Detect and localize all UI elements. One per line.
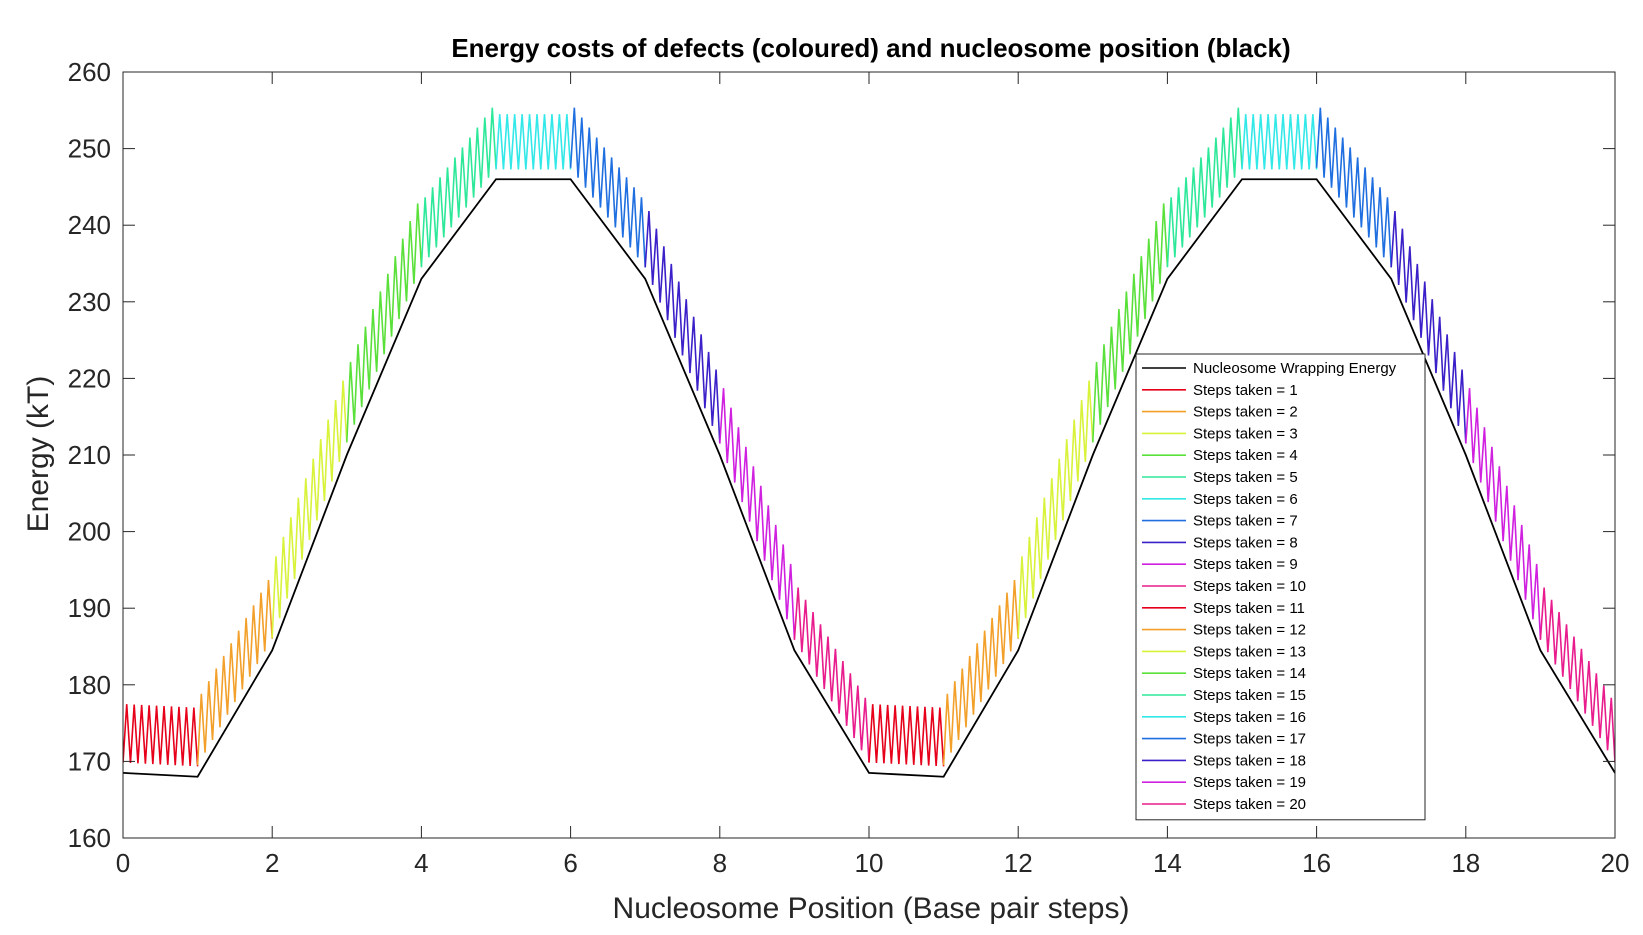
series-group <box>123 107 1615 778</box>
y-tick-label: 200 <box>68 517 111 547</box>
legend-label: Steps taken = 18 <box>1193 752 1306 769</box>
legend-entry: Steps taken = 2 <box>1142 404 1298 421</box>
legend-label: Steps taken = 15 <box>1193 687 1306 704</box>
legend-entry: Steps taken = 5 <box>1142 469 1298 486</box>
legend-label: Steps taken = 13 <box>1193 643 1306 660</box>
legend-label: Steps taken = 19 <box>1193 774 1306 791</box>
series-line-steps-20 <box>1539 587 1615 763</box>
series-line-steps-17 <box>1315 107 1392 268</box>
x-tick-label: 10 <box>855 848 884 878</box>
series-line-steps-7 <box>569 107 646 268</box>
legend-entry: Steps taken = 8 <box>1142 534 1298 551</box>
x-tick-label: 14 <box>1153 848 1182 878</box>
series-line-steps-8 <box>644 210 721 444</box>
series-line-steps-10 <box>793 587 870 763</box>
y-tick-label: 260 <box>68 57 111 87</box>
legend-label: Steps taken = 9 <box>1193 556 1298 573</box>
x-tick-label: 8 <box>713 848 727 878</box>
legend-label: Steps taken = 17 <box>1193 731 1306 748</box>
legend-entry: Steps taken = 16 <box>1142 709 1306 726</box>
series-line-steps-5 <box>420 107 497 268</box>
legend-label: Steps taken = 12 <box>1193 622 1306 639</box>
legend-entry: Steps taken = 12 <box>1142 622 1306 639</box>
series-line-steps-19 <box>1465 388 1542 639</box>
legend-entry: Steps taken = 7 <box>1142 513 1298 530</box>
series-line-steps-12 <box>942 579 1019 766</box>
y-tick-label: 230 <box>68 287 111 317</box>
legend-entry: Steps taken = 1 <box>1142 382 1298 399</box>
y-tick-label: 160 <box>68 823 111 853</box>
legend-label: Nucleosome Wrapping Energy <box>1193 360 1397 377</box>
legend-entry: Nucleosome Wrapping Energy <box>1142 360 1397 377</box>
axes: 0 2 4 6 8 10 12 14 16 18 20 160 170 180 190 200 210 220 23… <box>68 57 1630 878</box>
legend-label: Steps taken = 3 <box>1193 425 1298 442</box>
y-tick-label: 180 <box>68 670 111 700</box>
series-line-steps-4 <box>346 203 423 443</box>
y-tick-label: 240 <box>68 210 111 240</box>
legend-label: Steps taken = 7 <box>1193 513 1298 530</box>
series-line-steps-15 <box>1166 107 1243 268</box>
legend-entry: Steps taken = 15 <box>1142 687 1306 704</box>
x-tick-label: 20 <box>1601 848 1630 878</box>
legend-entry: Steps taken = 4 <box>1142 447 1298 464</box>
legend-entry: Steps taken = 6 <box>1142 491 1298 508</box>
series-line-steps-18 <box>1390 210 1467 444</box>
legend-label: Steps taken = 1 <box>1193 382 1298 399</box>
legend-label: Steps taken = 5 <box>1193 469 1298 486</box>
legend-label: Steps taken = 10 <box>1193 578 1306 595</box>
y-tick-label: 190 <box>68 593 111 623</box>
series-line-steps-1 <box>123 704 199 767</box>
legend-entry: Steps taken = 9 <box>1142 556 1298 573</box>
x-tick-label: 2 <box>265 848 279 878</box>
x-tick-label: 4 <box>414 848 428 878</box>
y-tick-label: 220 <box>68 363 111 393</box>
legend-entry: Steps taken = 14 <box>1142 665 1306 682</box>
x-tick-label: 12 <box>1004 848 1033 878</box>
plot-area <box>123 107 1615 778</box>
x-tick-label: 16 <box>1302 848 1331 878</box>
legend-entry: Steps taken = 11 <box>1142 600 1305 617</box>
legend-label: Steps taken = 2 <box>1193 404 1298 421</box>
series-line-steps-16 <box>1241 114 1318 170</box>
legend-entry: Steps taken = 18 <box>1142 752 1306 769</box>
legend-label: Steps taken = 4 <box>1193 447 1298 464</box>
legend-entry: Steps taken = 10 <box>1142 578 1306 595</box>
x-tick-label: 6 <box>563 848 577 878</box>
legend: Nucleosome Wrapping Energy Steps taken = … <box>1135 353 1426 821</box>
chart-title: Energy costs of defects (coloured) and n… <box>451 33 1290 63</box>
x-tick-label: 0 <box>116 848 130 878</box>
series-line-steps-11 <box>868 704 945 767</box>
series-line-steps-3 <box>271 380 348 638</box>
legend-label: Steps taken = 11 <box>1193 600 1305 617</box>
legend-box <box>1135 353 1426 821</box>
series-line-wrapping-energy <box>123 178 1615 778</box>
series-line-steps-6 <box>495 114 572 170</box>
legend-label: Steps taken = 20 <box>1193 796 1306 813</box>
legend-entry: Steps taken = 20 <box>1142 796 1306 813</box>
legend-entry: Steps taken = 17 <box>1142 731 1306 748</box>
series-line-steps-13 <box>1017 380 1094 638</box>
y-axis-label: Energy (kT) <box>22 376 55 533</box>
legend-entry: Steps taken = 3 <box>1142 425 1298 442</box>
legend-entry: Steps taken = 13 <box>1142 643 1306 660</box>
legend-label: Steps taken = 6 <box>1193 491 1298 508</box>
y-tick-label: 170 <box>68 746 111 776</box>
legend-label: Steps taken = 8 <box>1193 534 1298 551</box>
y-tick-label: 210 <box>68 440 111 470</box>
series-line-steps-14 <box>1092 203 1169 443</box>
x-axis-label: Nucleosome Position (Base pair steps) <box>613 892 1130 925</box>
series-line-steps-9 <box>719 388 796 639</box>
legend-entry: Steps taken = 19 <box>1142 774 1306 791</box>
x-tick-label: 18 <box>1451 848 1480 878</box>
y-tick-label: 250 <box>68 134 111 164</box>
legend-label: Steps taken = 14 <box>1193 665 1306 682</box>
series-line-steps-2 <box>196 579 273 766</box>
legend-label: Steps taken = 16 <box>1193 709 1306 726</box>
